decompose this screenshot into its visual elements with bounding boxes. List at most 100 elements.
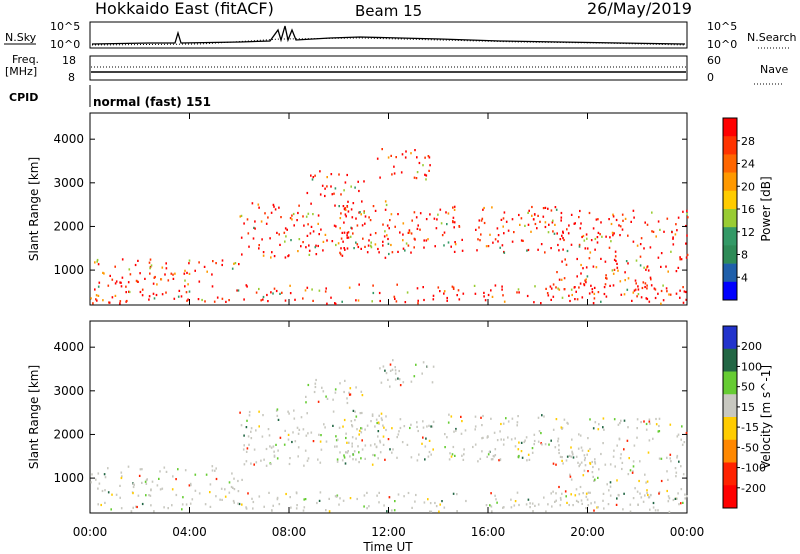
scatter-cell: [383, 504, 385, 507]
nsky-panel: N.Sky 10^5 10^0 10^5 10^0 N.Search: [4, 20, 797, 51]
scatter-cell: [391, 427, 393, 430]
scatter-cell: [495, 498, 497, 501]
scatter-cell: [393, 165, 395, 168]
scatter-cell: [366, 491, 368, 494]
scatter-cell: [187, 298, 189, 301]
scatter-cell: [370, 244, 372, 247]
scatter-cell: [319, 170, 321, 173]
scatter-cell: [645, 268, 647, 271]
scatter-cell: [267, 300, 269, 303]
scatter-cell: [389, 219, 391, 222]
nsky-left-tick-top: 10^5: [50, 20, 80, 33]
scatter-cell: [148, 261, 151, 264]
scatter-cell: [596, 506, 598, 509]
scatter-cell: [415, 177, 418, 180]
scatter-cell: [394, 372, 397, 375]
scatter-cell: [526, 459, 528, 462]
scatter-cell: [209, 491, 211, 494]
scatter-cell: [680, 438, 682, 441]
scatter-cell: [338, 503, 340, 506]
scatter-cell: [279, 436, 282, 439]
scatter-cell: [609, 481, 612, 484]
scatter-cell: [269, 445, 271, 448]
scatter-cell: [531, 502, 534, 505]
scatter-cell: [428, 439, 431, 442]
scatter-cell: [614, 250, 617, 253]
scatter-cell: [583, 454, 586, 457]
scatter-cell: [479, 457, 482, 460]
scatter-cell: [493, 431, 496, 434]
scatter-cell: [385, 428, 387, 432]
y-tick-label: 3000: [53, 176, 84, 190]
scatter-cell: [436, 218, 438, 221]
scatter-cell: [461, 420, 463, 423]
scatter-cell: [212, 260, 214, 263]
scatter-cell: [270, 211, 273, 214]
scatter-cell: [352, 409, 355, 412]
date-label: 26/May/2019: [587, 0, 692, 18]
colorbar-tick-label: 16: [741, 203, 755, 216]
scatter-cell: [522, 239, 524, 242]
scatter-cell: [376, 157, 379, 160]
scatter-cell: [322, 240, 325, 243]
scatter-cell: [505, 220, 508, 223]
scatter-cell: [570, 493, 572, 496]
scatter-cell: [177, 468, 179, 471]
scatter-cell: [517, 448, 520, 451]
scatter-cell: [589, 491, 591, 494]
scatter-cell: [615, 503, 618, 506]
scatter-cell: [461, 249, 464, 252]
scatter-cell: [422, 361, 425, 364]
scatter-cell: [273, 450, 275, 453]
scatter-cell: [246, 285, 248, 288]
scatter-cell: [287, 410, 289, 413]
scatter-cell: [270, 462, 272, 466]
scatter-cell: [338, 426, 341, 429]
scatter-cell: [514, 500, 517, 503]
colorbar-segment: [723, 263, 737, 283]
scatter-cell: [297, 211, 299, 215]
scatter-cell: [291, 440, 293, 444]
scatter-cell: [648, 300, 651, 303]
scatter-cell: [502, 294, 504, 297]
scatter-cell: [360, 390, 363, 393]
scatter-cell: [647, 451, 650, 454]
velocity-scatter: [90, 359, 688, 513]
scatter-cell: [587, 470, 589, 473]
scatter-cell: [645, 422, 648, 426]
scatter-cell: [595, 218, 598, 221]
scatter-cell: [350, 208, 353, 211]
scatter-cell: [183, 272, 186, 275]
scatter-cell: [443, 244, 445, 247]
scatter-cell: [487, 453, 490, 456]
colorbar-tick-label: 15: [741, 401, 755, 414]
scatter-cell: [625, 260, 628, 263]
scatter-cell: [676, 456, 678, 459]
scatter-cell: [258, 287, 260, 291]
scatter-cell: [563, 418, 566, 421]
scatter-cell: [567, 232, 570, 235]
scatter-cell: [384, 369, 386, 372]
scatter-cell: [349, 455, 351, 458]
x-tick-label: 20:00: [570, 525, 605, 539]
scatter-cell: [578, 216, 580, 219]
scatter-cell: [579, 485, 582, 489]
scatter-cell: [186, 299, 188, 302]
scatter-cell: [570, 446, 572, 449]
scatter-cell: [555, 499, 557, 502]
scatter-cell: [156, 283, 158, 286]
scatter-cell: [287, 255, 289, 258]
scatter-cell: [644, 494, 646, 497]
scatter-cell: [413, 211, 416, 214]
colorbar-segment: [723, 462, 737, 486]
scatter-cell: [608, 246, 611, 249]
scatter-cell: [491, 295, 494, 298]
scatter-cell: [304, 498, 307, 501]
scatter-cell: [460, 432, 463, 435]
scatter-cell: [416, 425, 418, 428]
scatter-cell: [644, 221, 646, 224]
scatter-cell: [391, 509, 393, 512]
scatter-cell: [503, 438, 505, 441]
scatter-cell: [252, 507, 254, 510]
scatter-cell: [528, 458, 531, 461]
